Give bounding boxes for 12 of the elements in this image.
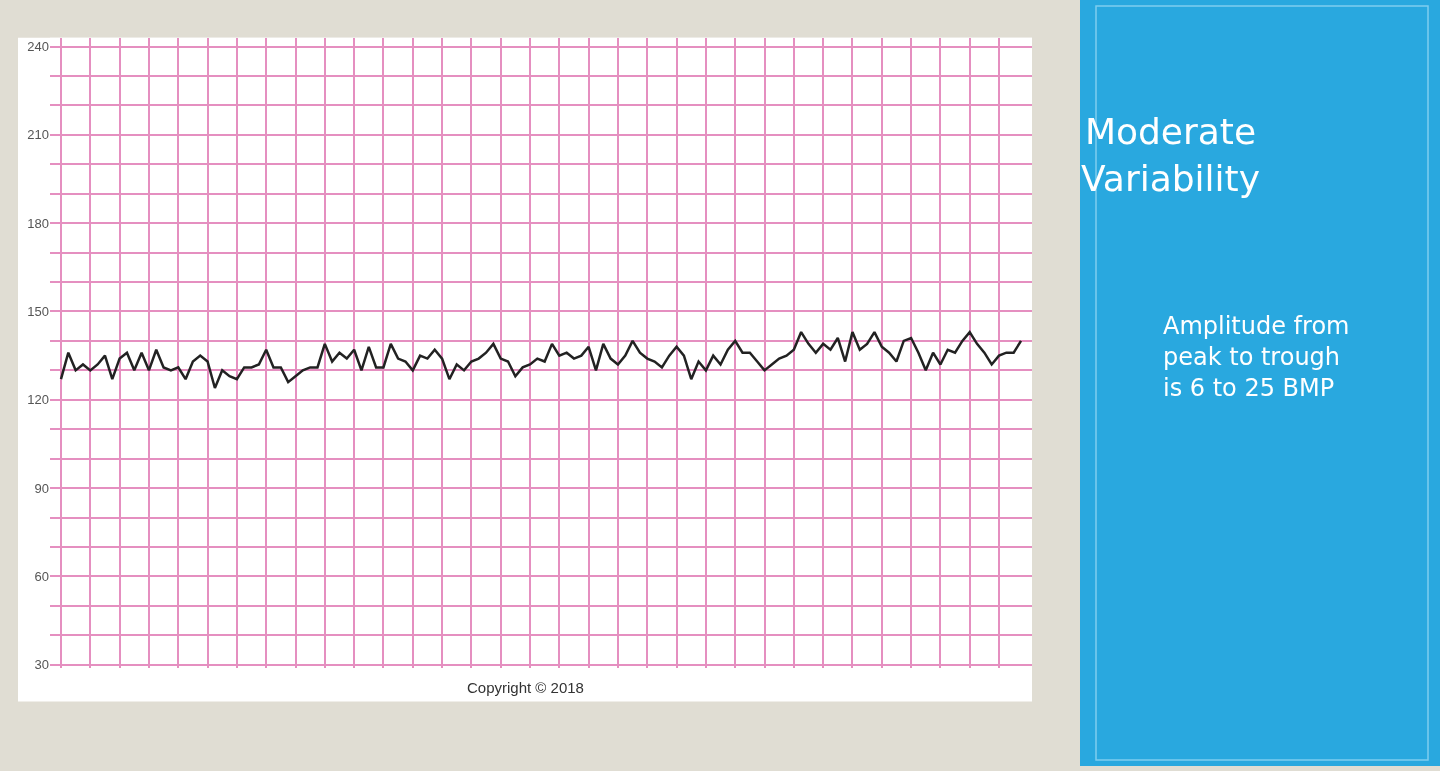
line-series: [59, 330, 1023, 390]
y-tick-label: 120: [27, 392, 49, 408]
text: Copyright © 2018: [467, 679, 584, 696]
y-tick-label: 240: [27, 39, 49, 55]
y-tick-label: 180: [27, 215, 49, 231]
y-tick-label: 150: [27, 304, 49, 320]
y-tick-label: 210: [27, 127, 49, 143]
y-tick-label: 60: [34, 568, 49, 584]
text: Moderate Variability: [1081, 111, 1261, 199]
text: Amplitude from peak to trough is 6 to 25 BMP: [1163, 312, 1350, 403]
y-tick-label: 90: [34, 480, 49, 496]
y-tick-label: 30: [34, 657, 49, 673]
